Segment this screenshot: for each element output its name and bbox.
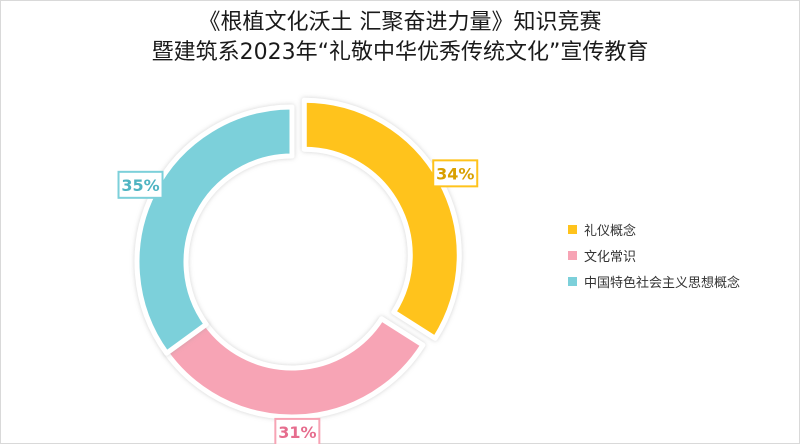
legend-item-sixiang: 中国特色社会主义思想概念 bbox=[568, 268, 740, 294]
data-label-wenhua: 31% bbox=[274, 417, 321, 444]
data-label-box-liyi bbox=[432, 159, 479, 188]
title-line-2: 暨建筑系2023年“礼敬中华优秀传统文化”宣传教育 bbox=[151, 40, 649, 65]
chart-legend: 礼仪概念 文化常识 中国特色社会主义思想概念 bbox=[568, 216, 740, 294]
chart-title: 《根植文化沃土 汇聚奋进力量》知识竞赛 暨建筑系2023年“礼敬中华优秀传统文化… bbox=[0, 8, 800, 68]
legend-label-wenhua: 文化常识 bbox=[584, 249, 637, 265]
data-label-box-wenhua bbox=[274, 417, 321, 444]
legend-item-wenhua: 文化常识 bbox=[568, 242, 740, 268]
donut-slice-liyi bbox=[301, 97, 462, 341]
legend-label-liyi: 礼仪概念 bbox=[584, 223, 637, 239]
legend-item-liyi: 礼仪概念 bbox=[568, 216, 740, 242]
title-line-1: 《根植文化沃土 汇聚奋进力量》知识竞赛 bbox=[198, 10, 602, 35]
legend-swatch-liyi bbox=[568, 224, 577, 234]
data-label-text-sixiang: 35% bbox=[121, 176, 159, 195]
donut-slice-sixiang bbox=[134, 104, 295, 356]
data-label-text-liyi: 34% bbox=[436, 164, 474, 183]
legend-swatch-sixiang bbox=[568, 276, 577, 286]
legend-swatch-wenhua bbox=[568, 250, 577, 260]
donut-slice-wenhua bbox=[164, 316, 426, 420]
data-label-box-sixiang bbox=[117, 170, 164, 199]
data-label-sixiang: 35% bbox=[117, 170, 164, 199]
legend-label-sixiang: 中国特色社会主义思想概念 bbox=[584, 275, 741, 291]
data-label-liyi: 34% bbox=[432, 159, 479, 188]
data-label-text-wenhua: 31% bbox=[278, 423, 316, 442]
